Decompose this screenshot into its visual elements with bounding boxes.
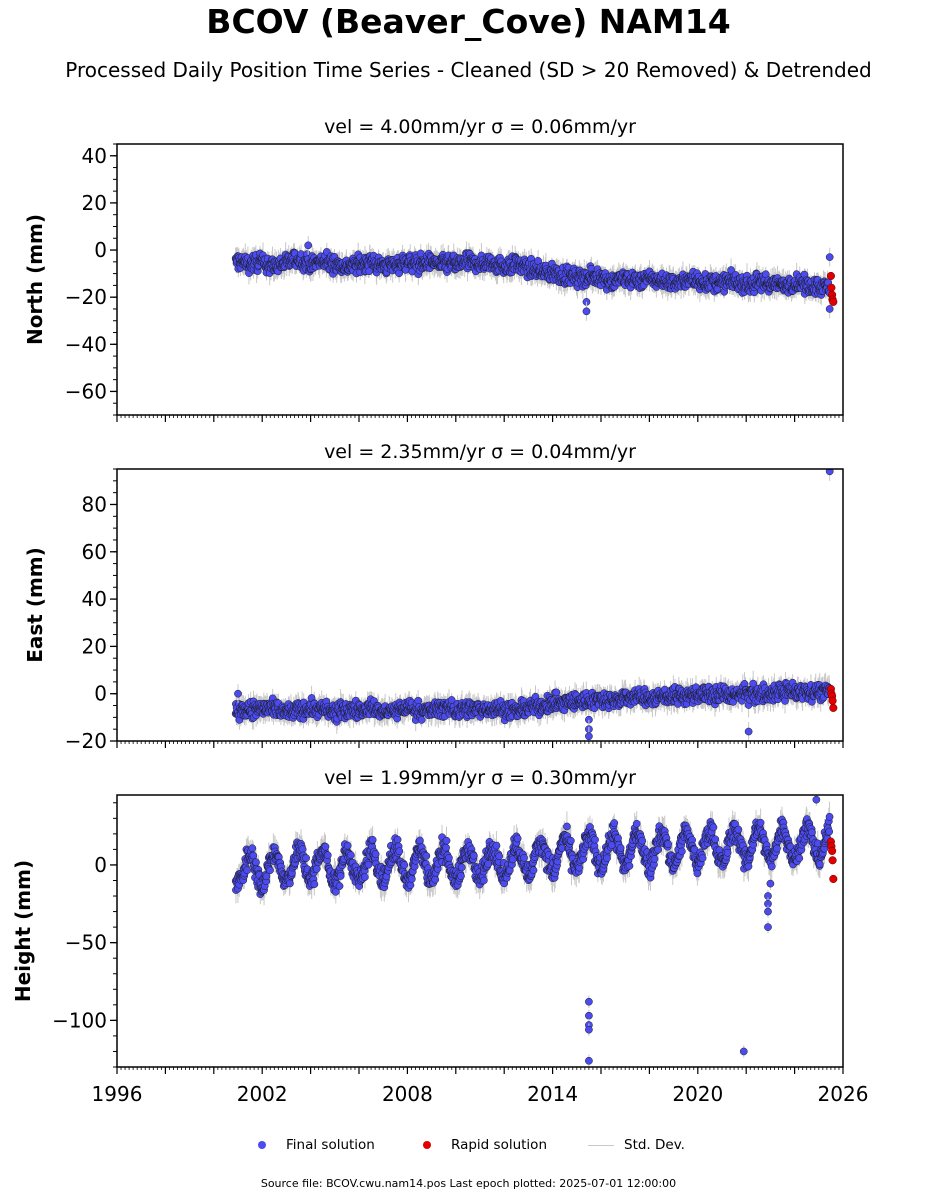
- panel-north: vel = 4.00mm/yr σ = 0.06mm/yr North (mm) 4…: [23, 116, 844, 422]
- y-tick-label: −60: [65, 379, 107, 403]
- y-tick-label: 0: [94, 238, 107, 262]
- axes-frame: [116, 143, 844, 416]
- final-points: [231, 469, 834, 741]
- y-tick-label: −20: [65, 285, 107, 309]
- final-outlier-point: [825, 253, 834, 261]
- y-tick-label: −40: [65, 332, 107, 356]
- y-tick-label: 20: [82, 191, 107, 215]
- rapid-point: [826, 271, 835, 281]
- y-axis-label: North (mm): [23, 214, 47, 345]
- y-tick-label: 0: [94, 682, 107, 706]
- y-tick-label: 40: [82, 587, 107, 611]
- final-outlier-point: [825, 305, 834, 313]
- panel-east: vel = 2.35mm/yr σ = 0.04mm/yr East (mm) 80…: [23, 441, 844, 753]
- final-points: [231, 235, 834, 321]
- panel-title: vel = 4.00mm/yr σ = 0.06mm/yr: [324, 116, 636, 138]
- y-tick-label: 40: [82, 144, 107, 168]
- y-tick-label: 20: [82, 634, 107, 658]
- y-tick-label: 80: [82, 492, 107, 516]
- rapid-point: [827, 283, 836, 292]
- data-layer: [231, 469, 838, 741]
- figure-subtitle: Processed Daily Position Time Series - C…: [65, 58, 872, 82]
- y-tick-label: 60: [82, 540, 107, 564]
- y-tick-label: −20: [65, 729, 107, 753]
- y-axis-label: East (mm): [23, 547, 47, 663]
- final-point: [395, 269, 403, 278]
- panel-title: vel = 2.35mm/yr σ = 0.04mm/yr: [324, 441, 636, 463]
- figure-title: BCOV (Beaver_Cove) NAM14: [206, 2, 731, 41]
- final-outlier-point: [304, 241, 313, 250]
- final-outlier-point: [582, 307, 591, 316]
- data-layer: [231, 235, 838, 321]
- final-point: [727, 266, 735, 274]
- rapid-point: [829, 297, 838, 306]
